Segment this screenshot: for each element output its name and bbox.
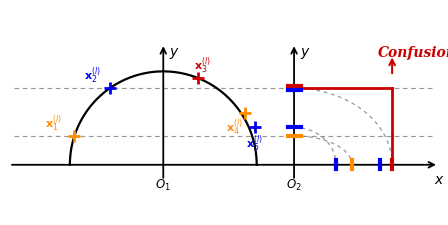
Text: Confusion!: Confusion! (378, 46, 448, 60)
Text: $\mathbf{x}_{2}^{(l)}$: $\mathbf{x}_{2}^{(l)}$ (85, 65, 101, 85)
Text: $O_1$: $O_1$ (155, 177, 171, 192)
Text: $y$: $y$ (169, 46, 180, 61)
Text: $y$: $y$ (300, 46, 310, 61)
Text: $\mathbf{x}_{1}^{(l)}$: $\mathbf{x}_{1}^{(l)}$ (45, 113, 62, 134)
Text: $\mathbf{x}_{5}^{(l)}$: $\mathbf{x}_{5}^{(l)}$ (246, 132, 263, 153)
Text: $O_2$: $O_2$ (286, 177, 302, 192)
Text: $\mathbf{x}_{4}^{(l)}$: $\mathbf{x}_{4}^{(l)}$ (226, 116, 243, 137)
Text: $x$: $x$ (434, 173, 444, 187)
Text: $\mathbf{x}_{3}^{(l)}$: $\mathbf{x}_{3}^{(l)}$ (194, 54, 211, 75)
